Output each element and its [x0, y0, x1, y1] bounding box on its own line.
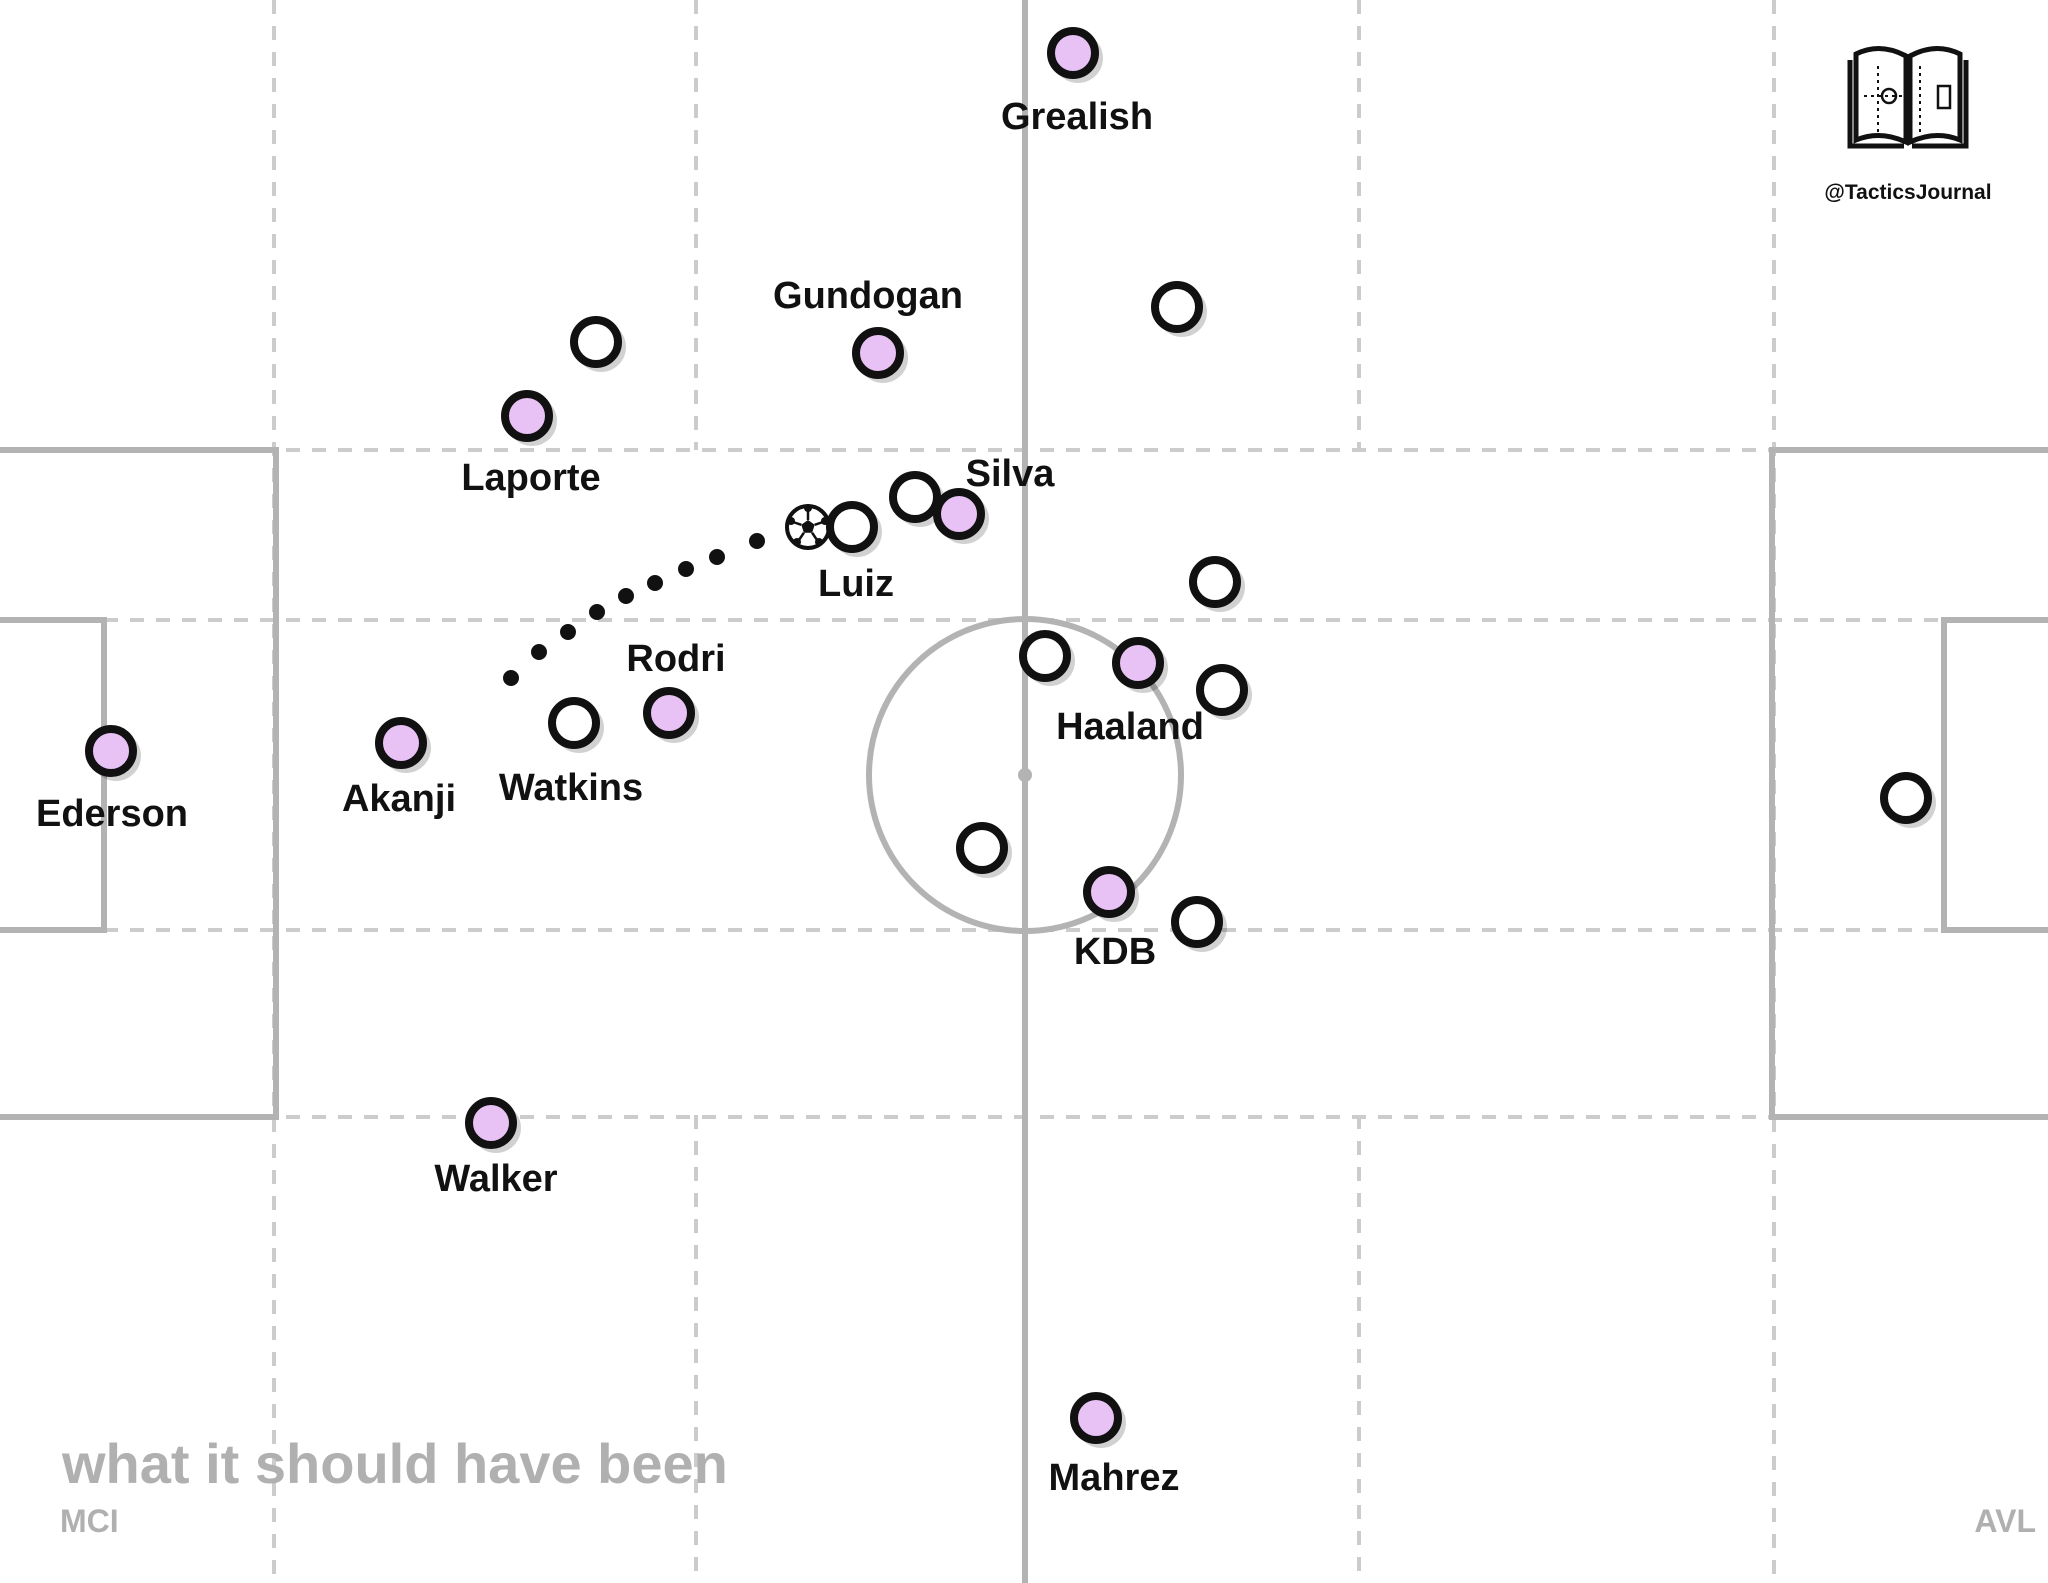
pass-dot — [503, 670, 519, 686]
opponent-marker-6 — [1189, 556, 1241, 608]
player-marker-haaland — [1112, 637, 1164, 689]
player-label-rodri: Rodri — [626, 638, 725, 680]
pass-dot — [618, 588, 634, 604]
player-marker-silva — [933, 488, 985, 540]
open-book-pitch-logo — [1847, 46, 1969, 149]
opponent-markers: Luiz Watkins — [499, 281, 1936, 952]
opponent-marker-3 — [570, 316, 622, 368]
opponent-marker-watkins — [548, 697, 600, 749]
football-icon — [785, 504, 831, 550]
opponent-marker-11 — [1880, 772, 1932, 824]
player-label-mahrez: Mahrez — [1049, 1457, 1180, 1499]
player-marker-akanji — [375, 717, 427, 769]
player-label-akanji: Akanji — [342, 778, 456, 820]
player-marker-gundogan — [852, 327, 904, 379]
opponent-marker-luiz — [826, 501, 878, 553]
player-marker-kdb — [1083, 866, 1135, 918]
opponent-marker-10 — [1171, 896, 1223, 948]
pass-dot — [560, 624, 576, 640]
opponent-label-watkins: Watkins — [499, 767, 643, 809]
pass-dot — [531, 644, 547, 660]
player-label-ederson: Ederson — [36, 793, 188, 835]
watermark-handle: @TacticsJournal — [1824, 181, 1991, 204]
team-label-left: MCI — [60, 1503, 119, 1539]
pass-dot — [749, 533, 765, 549]
opponent-marker-9 — [956, 822, 1008, 874]
opponent-label-luiz: Luiz — [818, 563, 894, 605]
player-label-kdb: KDB — [1074, 931, 1156, 973]
pass-dot — [589, 604, 605, 620]
opponent-marker-8 — [1196, 664, 1248, 716]
player-label-gundogan: Gundogan — [773, 275, 963, 317]
player-marker-walker — [465, 1097, 517, 1149]
opponent-marker-5 — [889, 471, 941, 523]
pass-dot — [709, 549, 725, 565]
player-marker-laporte — [501, 390, 553, 442]
pass-path — [503, 533, 765, 686]
pass-dot — [647, 575, 663, 591]
player-label-grealish: Grealish — [1001, 96, 1153, 138]
team-label-right: AVL — [1974, 1503, 2036, 1539]
pass-dot — [678, 561, 694, 577]
opponent-marker-4 — [1151, 281, 1203, 333]
player-marker-ederson — [85, 725, 137, 777]
player-label-laporte: Laporte — [461, 457, 600, 499]
player-marker-rodri — [643, 687, 695, 739]
caption-text: what it should have been — [61, 1432, 728, 1495]
opponent-marker-7 — [1019, 630, 1071, 682]
player-label-silva: Silva — [966, 453, 1056, 495]
player-marker-grealish — [1047, 27, 1099, 79]
player-label-haaland: Haaland — [1056, 706, 1204, 748]
player-label-walker: Walker — [434, 1158, 557, 1200]
player-marker-mahrez — [1070, 1392, 1122, 1444]
team-markers: Grealish Gundogan Laporte Silva Rodri Ederson… — [36, 27, 1204, 1499]
